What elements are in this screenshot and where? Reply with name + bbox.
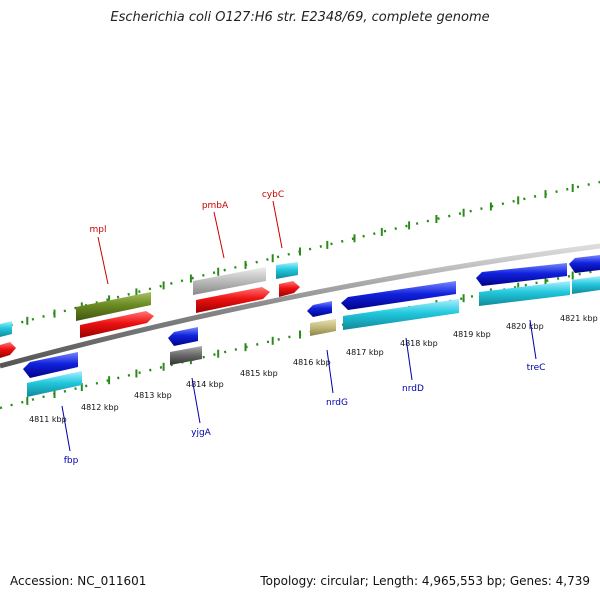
gene-label-leaders — [61, 200, 537, 452]
genome-summary-text: Topology: circular; Length: 4,965,553 bp… — [260, 574, 590, 588]
cybC-leader — [272, 200, 283, 249]
forward-strand-features — [0, 262, 300, 358]
gene-label-fbp: fbp — [64, 456, 79, 466]
accession-text: Accession: NC_011601 — [10, 574, 147, 588]
tick-label: 4820 kbp — [506, 322, 544, 331]
tick-label: 4812 kbp — [81, 403, 119, 412]
genome-title: Escherichia coli O127:H6 str. E2348/69, … — [110, 10, 490, 25]
genome-backbone — [0, 243, 600, 369]
nrdG-khaki-box — [310, 319, 336, 336]
tick-label: 4815 kbp — [240, 369, 278, 378]
treC-gene-arrow — [476, 263, 567, 286]
gene-box-left-edge-cyan — [0, 321, 12, 337]
gene-label-pmbA: pmbA — [202, 201, 229, 211]
gene-label-mpl: mpl — [90, 225, 107, 235]
tick-labels: 4811 kbp 4812 kbp 4813 kbp 4814 kbp 4815… — [29, 314, 598, 424]
tick-label: 4819 kbp — [453, 330, 491, 339]
gene-label-cybC: cybC — [262, 190, 284, 200]
nrdG-gene-arrow — [307, 301, 332, 317]
nrdD-cyan-box — [343, 299, 459, 330]
cybC-cyan-box — [276, 262, 298, 279]
treC-leader — [529, 319, 537, 360]
nrdG-leader — [326, 349, 334, 394]
mpl-gene-arrow — [80, 311, 154, 338]
tick-label: 4821 kbp — [560, 314, 598, 323]
cyan-box-right-edge — [572, 276, 600, 294]
fbp-leader — [61, 405, 71, 452]
fbp-cyan-box — [27, 371, 82, 397]
nrdD-gene-arrow — [341, 281, 456, 310]
gene-label-yjgA: yjgA — [191, 428, 212, 438]
mpl-leader — [97, 236, 109, 285]
pmbA-leader — [213, 211, 225, 259]
cybC-gene-arrow — [279, 281, 300, 297]
yjgA-gene-arrow — [168, 327, 198, 346]
tick-label: 4817 kbp — [346, 348, 384, 357]
mpl-olive-box — [76, 292, 151, 321]
gene-label-nrdD: nrdD — [402, 384, 424, 394]
gene-label-treC: treC — [527, 363, 546, 373]
tick-label: 4811 kbp — [29, 415, 67, 424]
pmbA-gene-arrow — [196, 287, 270, 313]
tick-label: 4814 kbp — [186, 380, 224, 389]
tick-label: 4816 kbp — [293, 358, 331, 367]
tick-label: 4813 kbp — [134, 391, 172, 400]
pmbA-grey-box — [193, 267, 266, 295]
tick-label: 4818 kbp — [400, 339, 438, 348]
fbp-gene-arrow — [23, 352, 78, 378]
gene-arrow-right-edge — [569, 255, 600, 273]
gene-box-left-edge-red — [0, 342, 16, 358]
upper-major-ticks — [26, 184, 574, 325]
yjgA-leader — [191, 377, 201, 424]
treC-cyan-box — [479, 281, 570, 306]
yjgA-dark-box — [170, 346, 202, 365]
nrdD-leader — [405, 337, 413, 381]
reverse-strand-features — [23, 255, 600, 397]
gene-label-nrdG: nrdG — [326, 398, 348, 408]
gene-labels: mpl pmbA cybC fbp yjgA nrdG nrdD treC — [64, 190, 546, 466]
